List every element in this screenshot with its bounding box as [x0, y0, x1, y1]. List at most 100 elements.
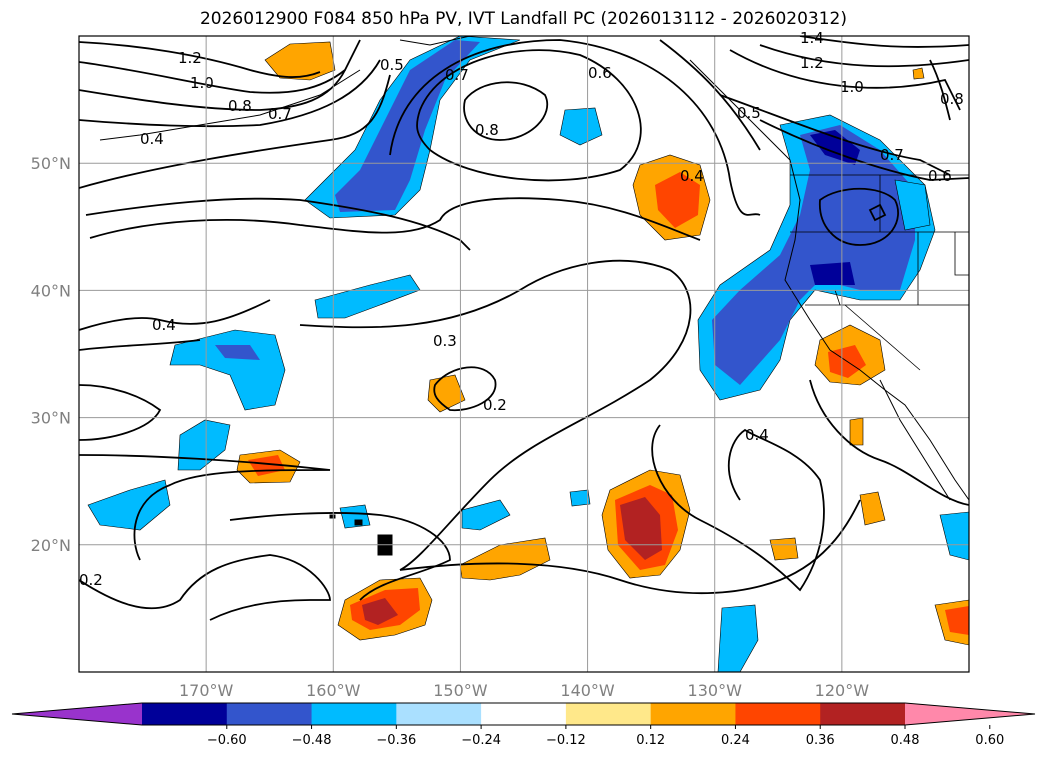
contour-0-6-gulf — [389, 39, 761, 216]
colorbar-extend-high — [905, 703, 1035, 725]
contour-label: 0.7 — [268, 105, 292, 123]
shading-positive-hawaii-east — [459, 537, 551, 581]
colorbar-extend-low — [12, 703, 142, 725]
contour-west-mid-2 — [85, 197, 471, 251]
shading-positive-offshore-48n-core — [655, 172, 700, 228]
contour-0-4-left-2 — [79, 339, 201, 351]
map-content — [79, 36, 969, 672]
shading-positive-southeast-corner-core — [945, 606, 969, 635]
contour-label: 1.2 — [800, 54, 824, 72]
lon-tick-label: 140°W — [560, 681, 615, 700]
contour-0-2-south — [79, 554, 331, 621]
gridlines — [79, 36, 969, 672]
contour-label: 0.2 — [483, 396, 507, 414]
contour-0-6-ne — [759, 119, 969, 181]
shading-positive-gulf-north — [264, 41, 336, 81]
contour-south-ring — [229, 512, 451, 601]
contour-east-long — [809, 379, 969, 506]
coastline-alaska — [399, 36, 471, 46]
shading-positive-small-30n-150w — [427, 374, 466, 413]
colorbar-tick-label: −0.12 — [546, 733, 586, 748]
colorbar-tick-label: −0.24 — [461, 733, 501, 748]
contour-0-5-ne — [659, 39, 761, 151]
contour-label: 0.4 — [140, 130, 164, 148]
contour-label: 0.6 — [588, 64, 612, 82]
coastline-north-america — [689, 59, 969, 501]
contour-label: 0.8 — [940, 90, 964, 108]
colorbar-segment — [311, 703, 397, 725]
shading-positive-small-ne — [912, 67, 925, 80]
colorbar-tick-label: 0.36 — [806, 733, 835, 748]
contour-label: 0.5 — [737, 104, 761, 122]
shading-negative-blob-3-core — [215, 345, 260, 360]
contour-lines — [79, 36, 969, 621]
latitude-labels: 50°N 40°N 30°N 20°N — [31, 154, 71, 555]
colorbar-segment — [735, 703, 821, 725]
contour-0-8-ne — [929, 59, 951, 121]
colorbar-tick-label: 0.12 — [636, 733, 665, 748]
colorbar-segment — [650, 703, 736, 725]
contour-0-2-small — [433, 366, 497, 412]
lat-tick-label: 50°N — [31, 154, 71, 173]
contour-label: 1.4 — [800, 29, 824, 47]
colorbar-segment — [226, 703, 313, 725]
contour-0-4-west-mid — [89, 197, 701, 241]
contour-loop-oregon — [819, 187, 899, 246]
shading-negative-blob-6 — [461, 499, 511, 531]
contour-label: 0.5 — [380, 56, 404, 74]
contour-label: 0.8 — [475, 121, 499, 139]
lat-tick-label: 40°N — [31, 281, 71, 300]
contour-label: 1.0 — [840, 78, 864, 96]
contour-label: 0.7 — [880, 146, 904, 164]
contour-loop-small-oregon — [868, 203, 887, 222]
contour-label: 0.8 — [228, 97, 252, 115]
contour-0-7-ne — [719, 94, 951, 176]
contour-0-2-long — [79, 454, 331, 561]
colorbar-tick-label: −0.48 — [292, 733, 332, 748]
shading-positive-south-hawaii-core — [362, 598, 398, 625]
shading-negative-oregon-extreme — [810, 262, 855, 285]
contour-1-4-ne — [799, 36, 969, 48]
contour-0-7-northwest — [79, 59, 381, 128]
colorbar-segment — [142, 703, 228, 725]
longitude-labels: 170°W 160°W 150°W 140°W 130°W 120°W — [179, 681, 869, 700]
contour-label: 0.2 — [79, 571, 103, 589]
contour-0-4-left — [79, 299, 271, 331]
shading-negative-blob-2 — [314, 274, 421, 319]
shading-negative-bc-extreme — [810, 130, 860, 165]
colorbar-segment — [396, 703, 482, 725]
colorbar-segment — [820, 703, 906, 725]
shading-negative-blob-3 — [169, 329, 286, 411]
contour-1-2-ne — [759, 44, 969, 68]
contour-label-layer: 1.2 1.0 0.8 0.7 0.4 0.5 0.7 0.8 0.6 0.5 … — [79, 29, 964, 589]
contour-west-small-loop — [79, 384, 162, 441]
contour-0-8-northwest — [79, 69, 346, 111]
colorbar-tick-label: 0.60 — [975, 733, 1004, 748]
contour-0-4-west — [79, 74, 391, 189]
lon-tick-label: 170°W — [179, 681, 234, 700]
colorbar-segment — [565, 703, 652, 725]
contour-label: 1.2 — [178, 49, 202, 67]
colorbar-tick-label: −0.60 — [207, 733, 247, 748]
map-frame — [78, 35, 970, 673]
contour-label: 0.4 — [152, 316, 176, 334]
contour-1-0-ne — [729, 49, 961, 111]
shading-negative-pacific-nw-core — [712, 125, 915, 385]
lon-tick-label: 160°W — [306, 681, 361, 700]
contour-label: 0.7 — [445, 66, 469, 84]
contour-label: 0.3 — [433, 332, 457, 350]
lon-tick-label: 150°W — [433, 681, 488, 700]
contour-1-2-northwest — [79, 41, 321, 78]
lat-tick-label: 20°N — [31, 536, 71, 555]
shading-positive-baja — [859, 491, 886, 526]
lon-tick-label: 130°W — [688, 681, 743, 700]
colorbar-outline — [11, 702, 1036, 726]
contour-0-8-gulf-low — [463, 81, 548, 141]
colorbar-tick-label: −0.36 — [376, 733, 416, 748]
shading-negative-blob-10 — [939, 511, 969, 561]
shading-positive-small-18n — [769, 537, 799, 561]
contour-south-central — [399, 499, 861, 595]
map-title: 2026012900 F084 850 hPa PV, IVT Landfall… — [199, 9, 847, 29]
contour-0-7-gulf — [416, 49, 642, 182]
